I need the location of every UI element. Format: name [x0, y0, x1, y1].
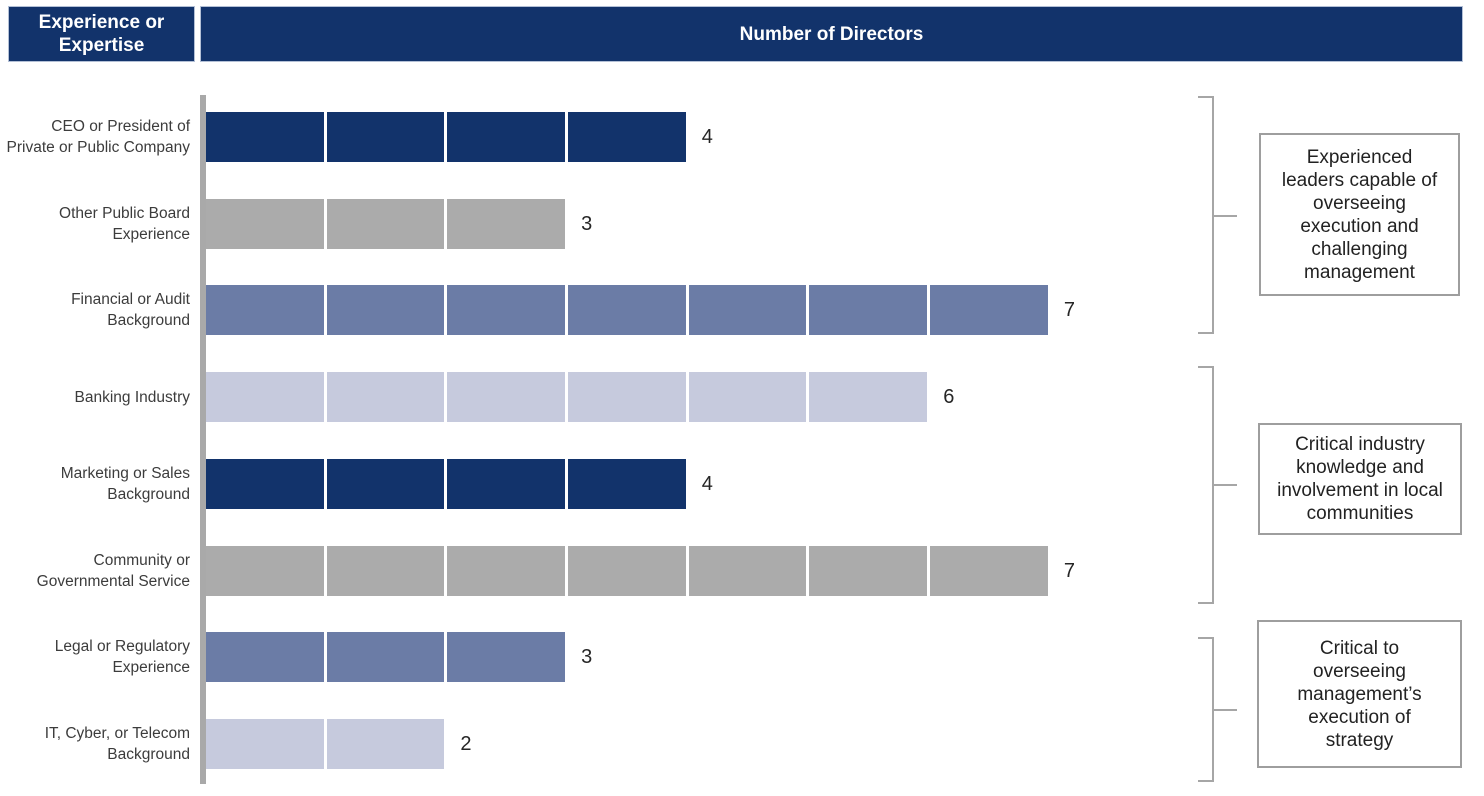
bar-segment [447, 112, 566, 162]
bar-segment [206, 545, 324, 596]
category-label: Financial or Audit Background [71, 291, 190, 330]
bar-segment [326, 372, 445, 423]
bar-segment [206, 718, 324, 769]
bar [206, 198, 566, 249]
bar-segment [206, 458, 324, 509]
value-label: 7 [1063, 559, 1076, 582]
bar-row: Other Public Board Experience 3 [0, 181, 1190, 267]
value-label: 2 [460, 732, 472, 755]
bar-segment [447, 372, 566, 423]
bar-segment [809, 545, 928, 596]
bar-segment [206, 632, 324, 683]
bar-segment [326, 458, 445, 509]
bar-row: Community or Governmental Service 7 [0, 528, 1190, 614]
annotation-box-experienced-leaders: Experienced leaders capable of overseein… [1259, 133, 1460, 296]
bar-segment [688, 545, 807, 596]
bar-segment [568, 285, 686, 336]
bar-segment [930, 545, 1048, 596]
header-experience-or-expertise: Experience or Expertise [8, 6, 195, 62]
bar-segment [326, 112, 445, 162]
bar-segment [688, 372, 807, 423]
bar-segment [809, 372, 928, 423]
y-axis-line [200, 95, 206, 784]
bar-row: Marketing or Sales Background 4 [0, 441, 1190, 527]
annotation-box-critical-industry: Critical industry knowledge and involvem… [1258, 423, 1462, 535]
bar [206, 285, 1048, 336]
annotation-box-critical-oversight: Critical to overseeing management’s exec… [1257, 620, 1462, 768]
bar-segment [930, 285, 1048, 336]
bar-segment [206, 372, 324, 423]
category-label: Banking Industry [74, 388, 190, 406]
bar-segment [206, 198, 324, 249]
bar-row: IT, Cyber, or Telecom Background 2 [0, 701, 1190, 787]
bar-segment [326, 632, 445, 683]
bracket-critical-oversight [1198, 637, 1237, 782]
bar-row: Legal or Regulatory Experience 3 [0, 614, 1190, 700]
bar-segment [326, 718, 445, 769]
bar [206, 718, 445, 769]
value-label: 4 [701, 126, 713, 148]
bar-segment [326, 545, 445, 596]
grouping-brackets [1198, 96, 1237, 782]
bar-segment [568, 112, 686, 162]
bracket-experienced-leaders [1198, 96, 1237, 334]
value-label: 3 [581, 212, 593, 235]
bar-segment [447, 458, 566, 509]
bar-segment [568, 372, 686, 423]
category-label: Marketing or Sales Background [60, 464, 190, 503]
bar [206, 632, 566, 683]
bar-segment [447, 632, 566, 683]
bar-segment [206, 112, 324, 162]
bar-segment [326, 285, 445, 336]
bar-segment [568, 458, 686, 509]
header-number-of-directors: Number of Directors [200, 6, 1463, 62]
bar [206, 458, 686, 509]
bar [206, 372, 928, 423]
bracket-critical-industry [1198, 366, 1237, 604]
bar-segment [447, 198, 566, 249]
category-label: IT, Cyber, or Telecom Background [44, 724, 190, 763]
category-label: Community or Governmental Service [36, 551, 190, 590]
bar [206, 112, 686, 162]
category-label: CEO or President of Private or Public Co… [6, 118, 191, 156]
bar-segment [447, 285, 566, 336]
category-label: Legal or Regulatory Experience [54, 638, 190, 677]
bar-segment [688, 285, 807, 336]
category-label: Other Public Board Experience [59, 204, 190, 243]
bar-row: Financial or Audit Background 7 [0, 267, 1190, 353]
bar-segment [326, 198, 445, 249]
bar-row: Banking Industry 6 [0, 354, 1190, 440]
bar-segment [447, 545, 566, 596]
bar-segment [568, 545, 686, 596]
value-label: 4 [701, 472, 713, 495]
bar [206, 545, 1048, 596]
value-label: 6 [943, 386, 955, 409]
bar-row: CEO or President of Private or Public Co… [0, 94, 1190, 180]
value-label: 7 [1063, 299, 1076, 322]
bar-segment [809, 285, 928, 336]
bar-segment [206, 285, 324, 336]
value-label: 3 [581, 646, 593, 669]
